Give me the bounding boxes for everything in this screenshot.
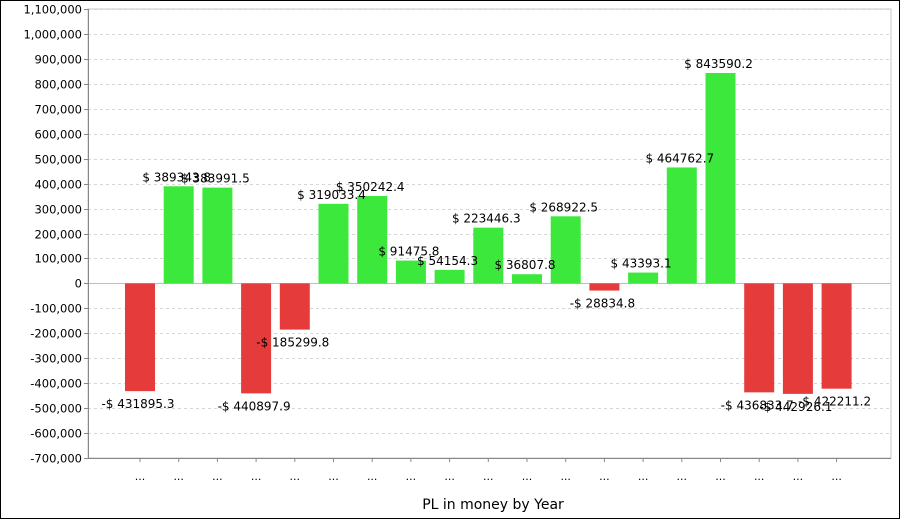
bar xyxy=(589,283,620,291)
data-label: -$ 440897.9 xyxy=(218,399,291,413)
y-tick-label: 900,000 xyxy=(34,53,82,67)
y-tick-label: 600,000 xyxy=(34,128,82,142)
x-tick-label: ... xyxy=(367,470,378,483)
bar xyxy=(395,260,426,284)
bar xyxy=(512,274,542,284)
bar xyxy=(821,283,852,389)
y-tick-label: -500,000 xyxy=(30,402,82,416)
data-label: -$ 431895.3 xyxy=(101,397,174,411)
x-tick-label: ... xyxy=(135,470,146,483)
data-label: $ 54154.3 xyxy=(417,254,478,268)
x-tick-label: ... xyxy=(444,470,455,483)
bar xyxy=(666,167,697,284)
bar xyxy=(473,227,504,284)
bar xyxy=(782,283,813,394)
data-label: -$ 442926.1 xyxy=(759,400,832,414)
data-label: -$ 436833.7 xyxy=(721,398,794,412)
bar xyxy=(434,269,465,284)
y-tick-label: -700,000 xyxy=(30,452,82,466)
x-tick-label: ... xyxy=(522,470,533,483)
data-labels-layer: -$ 431895.3 $ 389343.8$ 383991.5 -$ 440897… xyxy=(101,57,871,414)
data-label: $ 43393.1 xyxy=(611,257,672,271)
y-tick-label: -300,000 xyxy=(30,352,82,366)
bar xyxy=(744,283,775,393)
bar xyxy=(279,283,310,330)
y-tick-label: 800,000 xyxy=(34,78,82,92)
y-tick-label: 400,000 xyxy=(34,178,82,192)
x-tick-label: ... xyxy=(754,470,765,483)
x-tick-label: ... xyxy=(677,470,688,483)
data-label: $ 389343.8 xyxy=(142,170,211,184)
y-tick-label: 1,100,000 xyxy=(23,3,82,17)
x-tick-label: ... xyxy=(638,470,649,483)
x-tick-label: ... xyxy=(251,470,262,483)
x-tick-label: ... xyxy=(406,470,417,483)
y-tick-label: -600,000 xyxy=(30,427,82,441)
bar xyxy=(628,272,659,284)
data-label: $ 319033.4 xyxy=(297,188,366,202)
y-tick-label: -200,000 xyxy=(30,327,82,341)
x-tick-label: ... xyxy=(483,470,494,483)
data-label: $ 268922.5 xyxy=(529,200,598,214)
x-axis-title: PL in money by Year xyxy=(422,497,564,513)
y-tick-label: 700,000 xyxy=(34,103,82,117)
data-label: -$ 185299.8 xyxy=(256,336,329,350)
y-tick-label: 1,000,000 xyxy=(23,28,82,42)
bar xyxy=(705,72,736,284)
data-label: -$ 422211.2 xyxy=(798,395,871,409)
y-tick-label: 200,000 xyxy=(34,228,82,242)
data-label: -$ 28834.8 xyxy=(570,297,635,311)
x-tick-label: ... xyxy=(173,470,184,483)
bar xyxy=(241,283,272,394)
x-tick-label: ... xyxy=(560,470,571,483)
data-label: $ 464762.7 xyxy=(645,151,714,165)
data-label: $ 36807.8 xyxy=(494,258,555,272)
y-tick-label: -400,000 xyxy=(30,377,82,391)
bar xyxy=(163,186,194,284)
y-tick-label: 100,000 xyxy=(34,252,82,266)
x-tick-label: ... xyxy=(831,470,842,483)
x-tick-label: ... xyxy=(328,470,339,483)
data-label: $ 843590.2 xyxy=(684,57,753,71)
x-tick-label: ... xyxy=(290,470,301,483)
x-tick-label: ... xyxy=(599,470,610,483)
bars-layer xyxy=(125,72,852,394)
y-tick-label: -100,000 xyxy=(30,302,82,316)
data-label: $ 91475.8 xyxy=(378,245,439,259)
y-tick-label: 300,000 xyxy=(34,203,82,217)
bar xyxy=(202,187,233,284)
y-tick-label: 500,000 xyxy=(34,153,82,167)
data-label: $ 350242.4 xyxy=(336,180,405,194)
x-tick-label: ... xyxy=(212,470,223,483)
bar xyxy=(357,196,388,284)
bar xyxy=(318,203,349,284)
x-tick-label: ... xyxy=(715,470,726,483)
bar xyxy=(550,216,581,284)
x-tick-label: ... xyxy=(793,470,804,483)
data-label: $ 223446.3 xyxy=(452,212,521,226)
axis-layer: 1,100,000 1,000,000 900,000 800,000 700,000 6… xyxy=(23,3,891,483)
data-label: $ 383991.5 xyxy=(181,172,250,186)
y-tick-label: 0 xyxy=(75,277,82,291)
bar xyxy=(125,283,155,392)
